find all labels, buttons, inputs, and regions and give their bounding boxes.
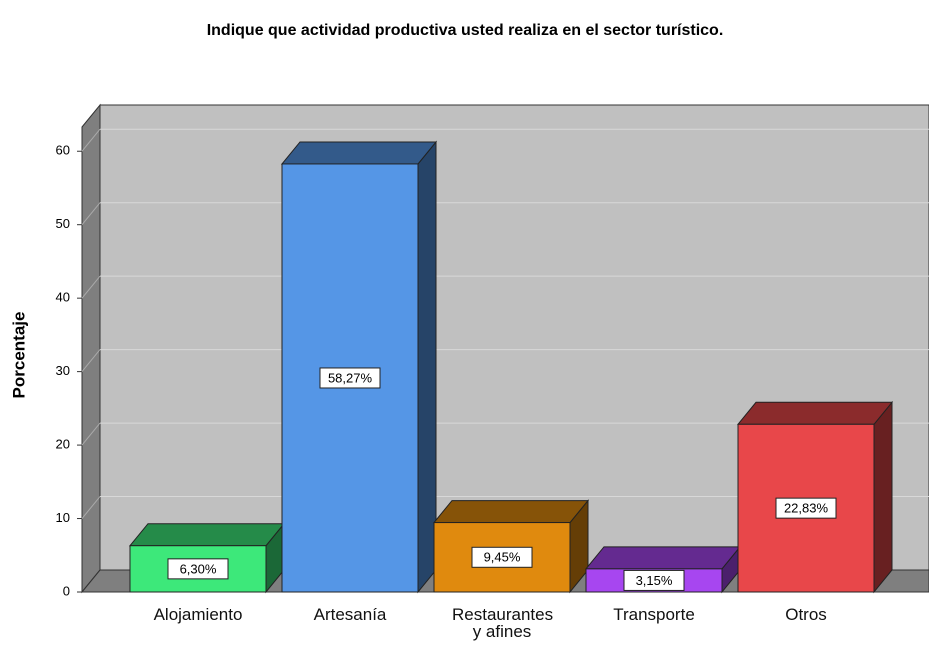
grid-line xyxy=(81,202,101,226)
bar-top xyxy=(128,523,286,547)
chart-title: Indique que actividad productiva usted r… xyxy=(207,22,724,39)
value-label-box xyxy=(471,546,533,568)
x-tick-label: Alojamiento xyxy=(153,605,243,624)
y-tick-label: 30 xyxy=(56,363,70,378)
bar-top xyxy=(280,141,438,165)
y-tick-label: 20 xyxy=(56,437,70,452)
value-label-box xyxy=(319,367,381,389)
value-label-box xyxy=(167,558,229,580)
value-label-box xyxy=(623,569,685,591)
left-wall xyxy=(81,103,101,594)
x-tick-label: Restaurantes y afines xyxy=(452,605,554,641)
x-tick-label: Transporte xyxy=(613,605,695,624)
bar-side xyxy=(417,140,437,594)
y-tick-label: 0 xyxy=(63,583,70,598)
bar-top xyxy=(584,546,742,570)
value-label: 22,83% xyxy=(784,501,829,516)
bar xyxy=(129,545,267,593)
grid-line xyxy=(81,275,101,299)
bar-top xyxy=(432,500,590,524)
value-label: 58,27% xyxy=(328,370,373,385)
bar-top xyxy=(736,401,894,425)
grid-line xyxy=(81,349,101,372)
value-label-box xyxy=(775,497,837,519)
value-label: 6,30% xyxy=(180,561,217,576)
x-tick-label: Otros xyxy=(785,605,827,624)
bar-side xyxy=(873,400,893,594)
value-label: 3,15% xyxy=(636,573,673,588)
y-tick-label: 50 xyxy=(56,216,70,231)
value-label: 9,45% xyxy=(484,550,521,565)
grid-line xyxy=(81,422,101,446)
grid-line xyxy=(81,128,101,152)
y-tick-label: 60 xyxy=(56,143,70,158)
y-tick-label: 10 xyxy=(56,510,70,525)
y-axis-label: Porcentaje xyxy=(9,312,28,399)
y-tick-label: 40 xyxy=(56,290,70,305)
grid-line xyxy=(81,496,101,519)
x-tick-label: Artesanía xyxy=(313,605,387,624)
